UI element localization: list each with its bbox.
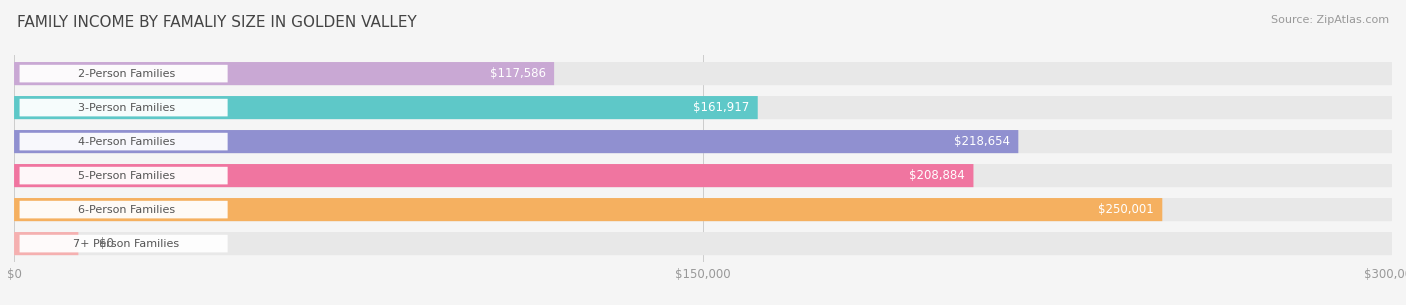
- Text: Source: ZipAtlas.com: Source: ZipAtlas.com: [1271, 15, 1389, 25]
- FancyBboxPatch shape: [14, 164, 973, 187]
- FancyBboxPatch shape: [14, 62, 554, 85]
- Text: $250,001: $250,001: [1098, 203, 1154, 216]
- FancyBboxPatch shape: [14, 62, 1392, 85]
- Text: $161,917: $161,917: [693, 101, 749, 114]
- Text: 4-Person Families: 4-Person Families: [77, 137, 174, 147]
- Text: 5-Person Families: 5-Person Families: [77, 170, 174, 181]
- Text: 7+ Person Families: 7+ Person Families: [73, 239, 180, 249]
- Text: $218,654: $218,654: [955, 135, 1010, 148]
- FancyBboxPatch shape: [20, 99, 228, 117]
- FancyBboxPatch shape: [20, 65, 228, 82]
- Text: $208,884: $208,884: [910, 169, 965, 182]
- FancyBboxPatch shape: [14, 96, 1392, 119]
- FancyBboxPatch shape: [14, 198, 1392, 221]
- Text: $117,586: $117,586: [489, 67, 546, 80]
- Text: 3-Person Families: 3-Person Families: [77, 102, 174, 113]
- Text: 2-Person Families: 2-Person Families: [77, 69, 174, 79]
- FancyBboxPatch shape: [14, 198, 1163, 221]
- Text: FAMILY INCOME BY FAMALIY SIZE IN GOLDEN VALLEY: FAMILY INCOME BY FAMALIY SIZE IN GOLDEN …: [17, 15, 416, 30]
- FancyBboxPatch shape: [14, 130, 1018, 153]
- FancyBboxPatch shape: [14, 96, 758, 119]
- FancyBboxPatch shape: [14, 164, 1392, 187]
- Text: 6-Person Families: 6-Person Families: [77, 205, 174, 215]
- FancyBboxPatch shape: [20, 133, 228, 150]
- FancyBboxPatch shape: [14, 232, 79, 255]
- FancyBboxPatch shape: [14, 232, 1392, 255]
- Text: $0: $0: [98, 237, 114, 250]
- FancyBboxPatch shape: [20, 167, 228, 185]
- FancyBboxPatch shape: [14, 130, 1392, 153]
- FancyBboxPatch shape: [20, 235, 228, 252]
- FancyBboxPatch shape: [20, 201, 228, 218]
